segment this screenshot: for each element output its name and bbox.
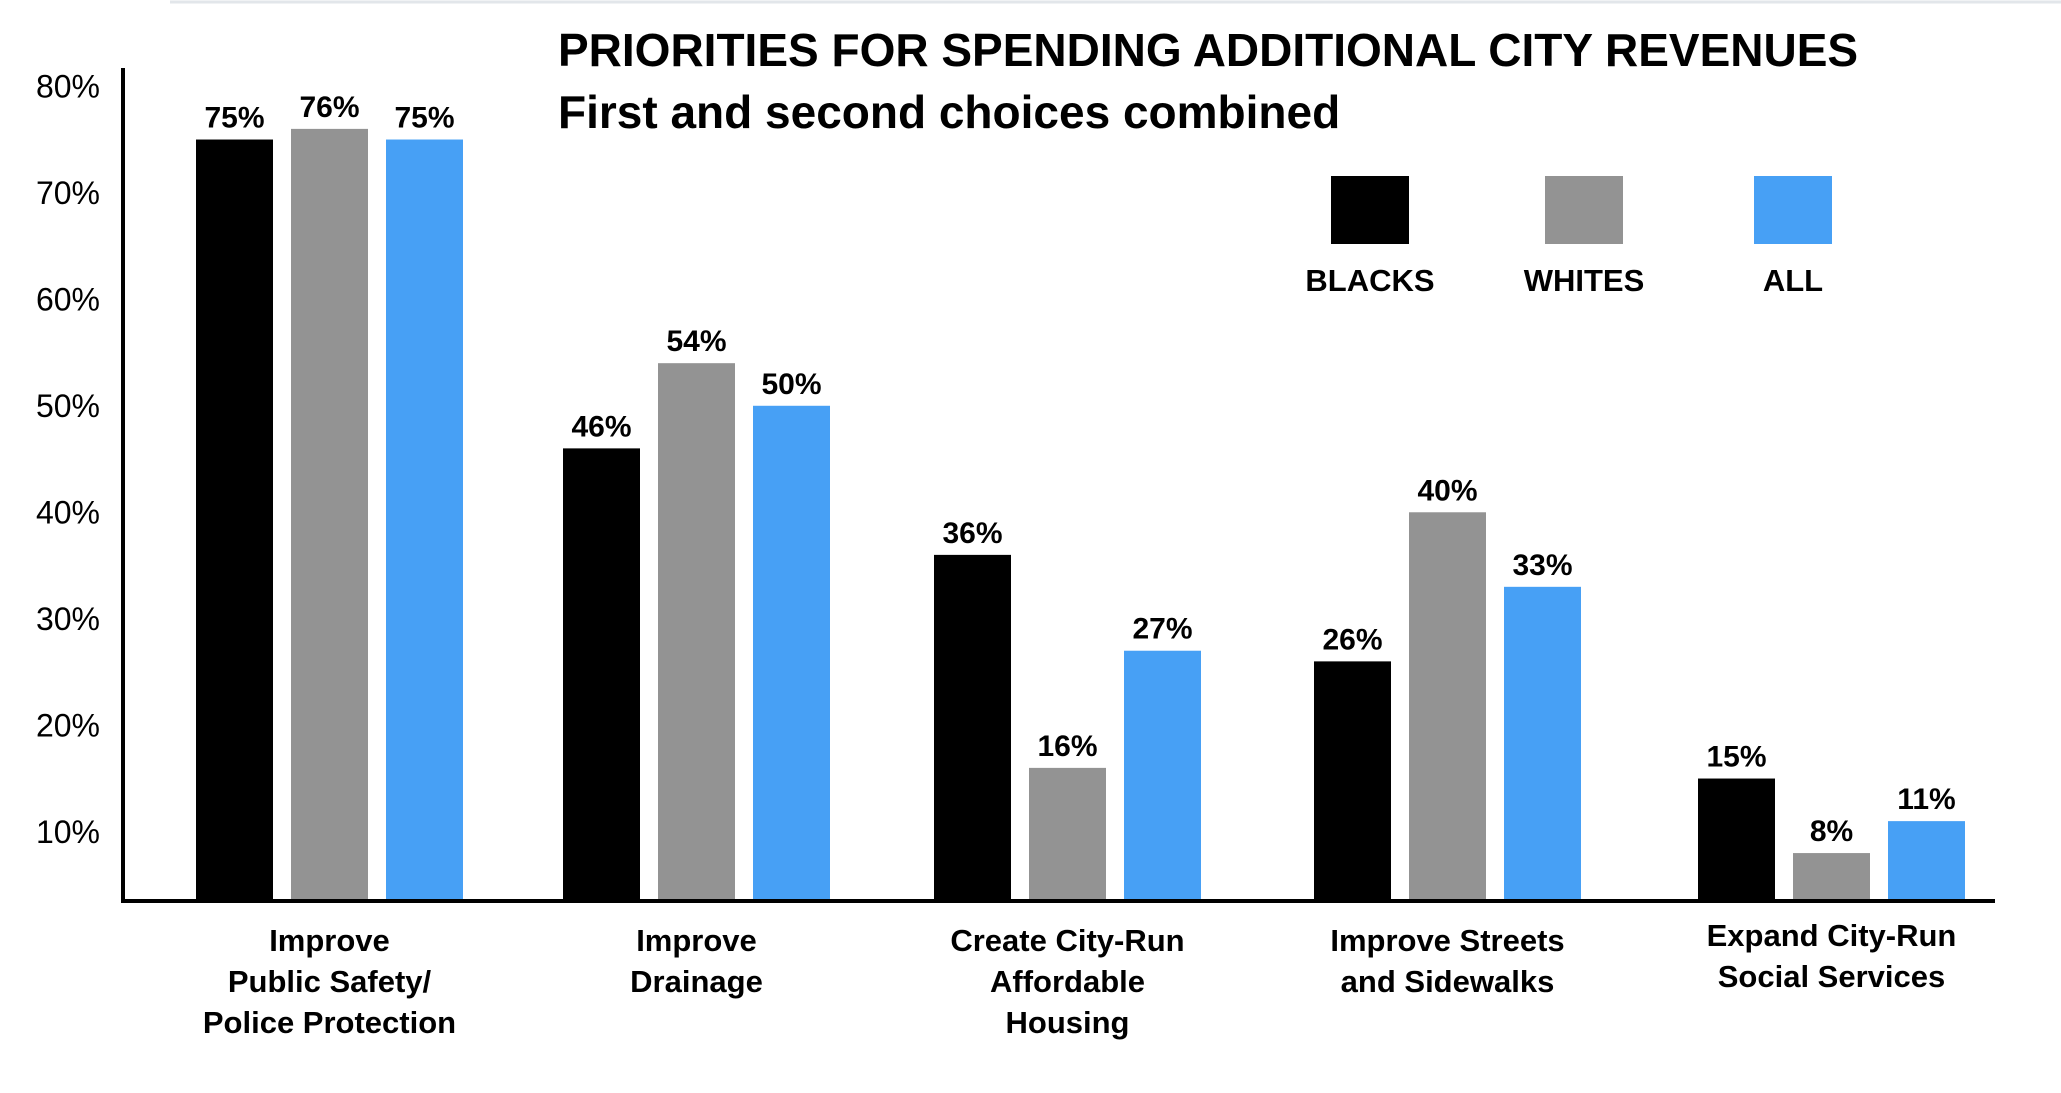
y-tick-label: 20%: [36, 707, 100, 743]
bar-blacks: [196, 139, 273, 901]
y-tick-label: 30%: [36, 601, 100, 637]
legend-swatch-whites: [1545, 176, 1623, 244]
bar-whites: [658, 363, 735, 901]
y-axis: 10% 20% 30% 40% 50% 60% 70% 80%: [36, 68, 125, 903]
data-label: 8%: [1810, 815, 1853, 848]
bar-whites: [1793, 853, 1870, 901]
y-tick-label: 60%: [36, 281, 100, 317]
data-label: 27%: [1132, 613, 1192, 646]
bar-blacks: [934, 554, 1011, 901]
bars: 75% 76% 75% 46% 54% 50% 36% 16% 27% 26% 40% 33% 15% 8…: [196, 91, 1965, 901]
bar-blacks: [563, 448, 640, 901]
x-category-label: Create City-Run: [950, 923, 1184, 958]
legend: BLACKS WHITES ALL: [1305, 176, 1832, 298]
data-label: 75%: [394, 102, 454, 135]
bar-whites: [291, 128, 368, 901]
data-label: 26%: [1322, 623, 1382, 656]
x-category-label: Affordable: [990, 964, 1145, 999]
x-category-label: Police Protection: [203, 1005, 456, 1040]
bar-blacks: [1698, 778, 1775, 901]
data-label: 75%: [204, 102, 264, 135]
x-category-label: Social Services: [1718, 959, 1946, 994]
y-tick-label: 80%: [36, 68, 100, 104]
bar-all: [1504, 586, 1581, 901]
data-label: 54%: [666, 325, 726, 358]
data-label: 76%: [299, 91, 359, 124]
data-label: 50%: [761, 368, 821, 401]
x-category-label: and Sidewalks: [1341, 964, 1555, 999]
legend-swatch-blacks: [1331, 176, 1409, 244]
x-category-label: Housing: [1006, 1005, 1130, 1040]
bar-all: [386, 139, 463, 901]
data-label: 33%: [1512, 549, 1572, 582]
x-category-label: Improve: [636, 923, 757, 958]
data-label: 36%: [942, 517, 1002, 550]
bar-whites: [1029, 767, 1106, 901]
bar-all: [753, 405, 830, 901]
data-label: 11%: [1897, 783, 1955, 816]
x-axis: Improve Public Safety/Police Protection Im…: [121, 899, 1995, 1040]
chart-title: PRIORITIES FOR SPENDING ADDITIONAL CITY …: [558, 24, 1858, 76]
y-tick-label: 40%: [36, 494, 100, 530]
x-category-label: Improve: [269, 923, 390, 958]
legend-label-all: ALL: [1763, 263, 1823, 298]
chart-subtitle: First and second choices combined: [558, 86, 1340, 138]
x-category-label: Improve Streets: [1330, 923, 1564, 958]
data-label: 46%: [571, 410, 631, 443]
x-category-label: Expand City-Run: [1707, 918, 1957, 953]
bar-all: [1888, 821, 1965, 901]
legend-swatch-all: [1754, 176, 1832, 244]
legend-label-blacks: BLACKS: [1305, 263, 1434, 298]
legend-label-whites: WHITES: [1524, 263, 1645, 298]
y-tick-label: 10%: [36, 814, 100, 850]
x-category-label: Public Safety/: [228, 964, 432, 999]
bar-all: [1124, 650, 1201, 901]
y-tick-label: 70%: [36, 175, 100, 211]
data-label: 15%: [1706, 741, 1766, 774]
y-tick-label: 50%: [36, 388, 100, 424]
x-category-label: Drainage: [630, 964, 763, 999]
bar-whites: [1409, 512, 1486, 901]
data-label: 16%: [1037, 730, 1097, 763]
data-label: 40%: [1417, 474, 1477, 507]
bar-blacks: [1314, 661, 1391, 901]
